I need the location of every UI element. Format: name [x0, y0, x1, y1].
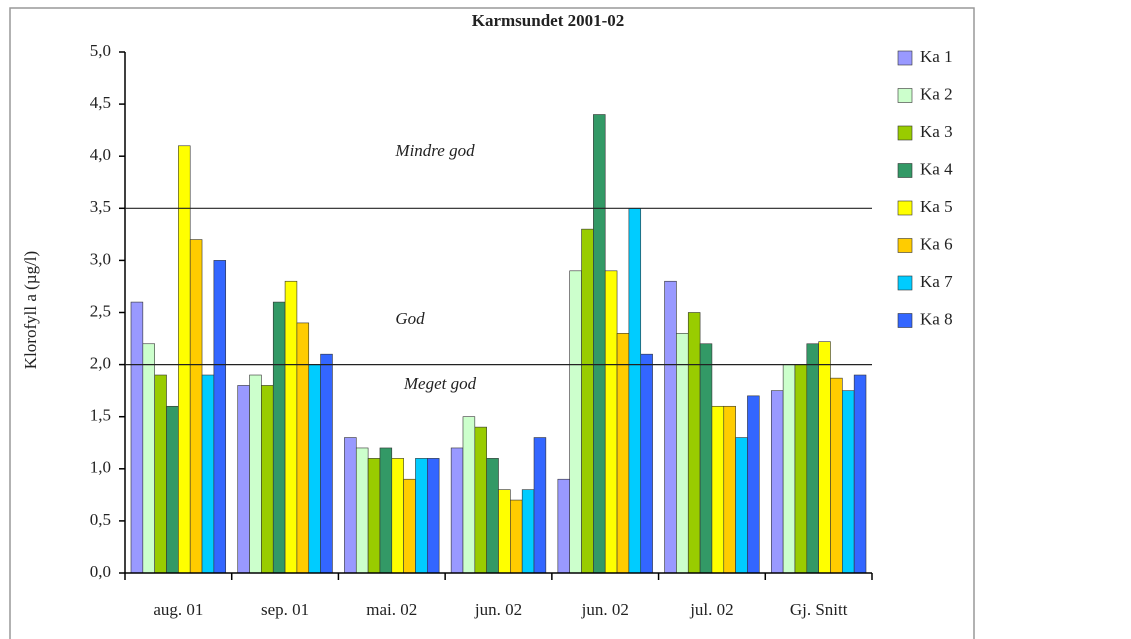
bar: [569, 270, 582, 574]
x-tick-label: jul. 02: [689, 600, 733, 619]
x-tick-label: jun. 02: [581, 600, 629, 619]
bar: [723, 405, 736, 574]
bar: [498, 489, 511, 574]
y-tick-label: 0,5: [90, 510, 111, 529]
bar: [272, 301, 286, 574]
bar: [427, 458, 440, 574]
bar: [320, 353, 333, 574]
annotation: God: [395, 309, 425, 328]
y-tick-label: 2,5: [90, 301, 111, 320]
bar: [628, 208, 642, 574]
bar: [391, 458, 404, 574]
annotation: Mindre god: [394, 141, 475, 160]
x-tick-label: jun. 02: [474, 600, 522, 619]
bar: [806, 343, 819, 574]
bar: [521, 489, 535, 574]
legend-swatch: [897, 125, 913, 141]
annotation: Meget god: [403, 374, 477, 393]
bar: [676, 333, 689, 574]
bar: [770, 390, 784, 574]
bar: [201, 374, 215, 574]
y-tick-label: 0,0: [90, 562, 111, 581]
bar: [794, 364, 808, 574]
y-tick-label: 4,0: [90, 145, 111, 164]
legend-label: Ka 6: [920, 234, 953, 253]
x-tick-label: Gj. Snitt: [790, 600, 848, 619]
bar: [699, 343, 713, 574]
legend-label: Ka 4: [920, 159, 953, 178]
y-axis-label: Klorofyll a (µg/l): [21, 251, 40, 369]
bar: [533, 437, 547, 574]
legend-label: Ka 3: [920, 122, 953, 141]
y-tick-label: 5,0: [90, 41, 111, 60]
bar: [367, 458, 381, 574]
x-tick-label: aug. 01: [153, 600, 203, 619]
bar: [711, 405, 725, 574]
legend-swatch: [897, 50, 913, 66]
bar: [830, 377, 843, 574]
legend-label: Ka 8: [920, 309, 953, 328]
bar: [237, 385, 250, 574]
bar: [640, 353, 653, 574]
bar: [818, 341, 831, 574]
y-tick-label: 2,0: [90, 354, 111, 373]
bar: [462, 416, 476, 574]
bar: [474, 426, 487, 574]
y-tick-label: 1,0: [90, 458, 111, 477]
bar: [403, 478, 416, 574]
bar: [782, 364, 796, 574]
bar: [842, 390, 855, 574]
legend-label: Ka 2: [920, 84, 953, 103]
bar: [735, 437, 748, 574]
bar: [486, 458, 499, 574]
legend-swatch: [897, 163, 913, 178]
legend-swatch: [897, 200, 913, 216]
bar: [130, 301, 144, 574]
x-tick-label: sep. 01: [261, 600, 309, 619]
bar: [261, 385, 274, 574]
bar: [450, 447, 464, 574]
bar: [604, 270, 618, 574]
legend-swatch: [897, 88, 913, 103]
bar: [249, 374, 262, 574]
bar: [379, 447, 393, 574]
legend-label: Ka 5: [920, 197, 953, 216]
legend-swatch: [897, 238, 913, 253]
bar: [213, 260, 227, 574]
legend-label: Ka 7: [920, 272, 953, 291]
bar: [178, 145, 191, 574]
bar: [166, 405, 179, 574]
bar: [415, 458, 428, 574]
bar: [308, 364, 321, 574]
bar: [616, 333, 630, 574]
bar: [355, 447, 369, 574]
y-tick-label: 4,5: [90, 93, 111, 112]
bar: [154, 374, 167, 574]
bar: [344, 437, 357, 574]
y-tick-label: 1,5: [90, 406, 111, 425]
bar: [510, 499, 523, 574]
bar: [557, 478, 570, 574]
bar: [142, 343, 155, 574]
bar: [664, 280, 677, 574]
y-tick-label: 3,5: [90, 197, 111, 216]
bar: [593, 114, 606, 574]
bar: [284, 280, 298, 574]
bar: [687, 312, 701, 574]
bar: [853, 374, 867, 574]
bar: [189, 239, 203, 574]
legend-label: Ka 1: [920, 47, 953, 66]
bar: [747, 395, 760, 574]
legend-swatch: [897, 313, 913, 328]
legend-swatch: [897, 275, 913, 291]
chart-title: Karmsundet 2001-02: [472, 11, 625, 30]
y-tick-label: 3,0: [90, 249, 111, 268]
bar: [581, 228, 594, 574]
x-tick-label: mai. 02: [366, 600, 417, 619]
bar: [296, 322, 310, 574]
